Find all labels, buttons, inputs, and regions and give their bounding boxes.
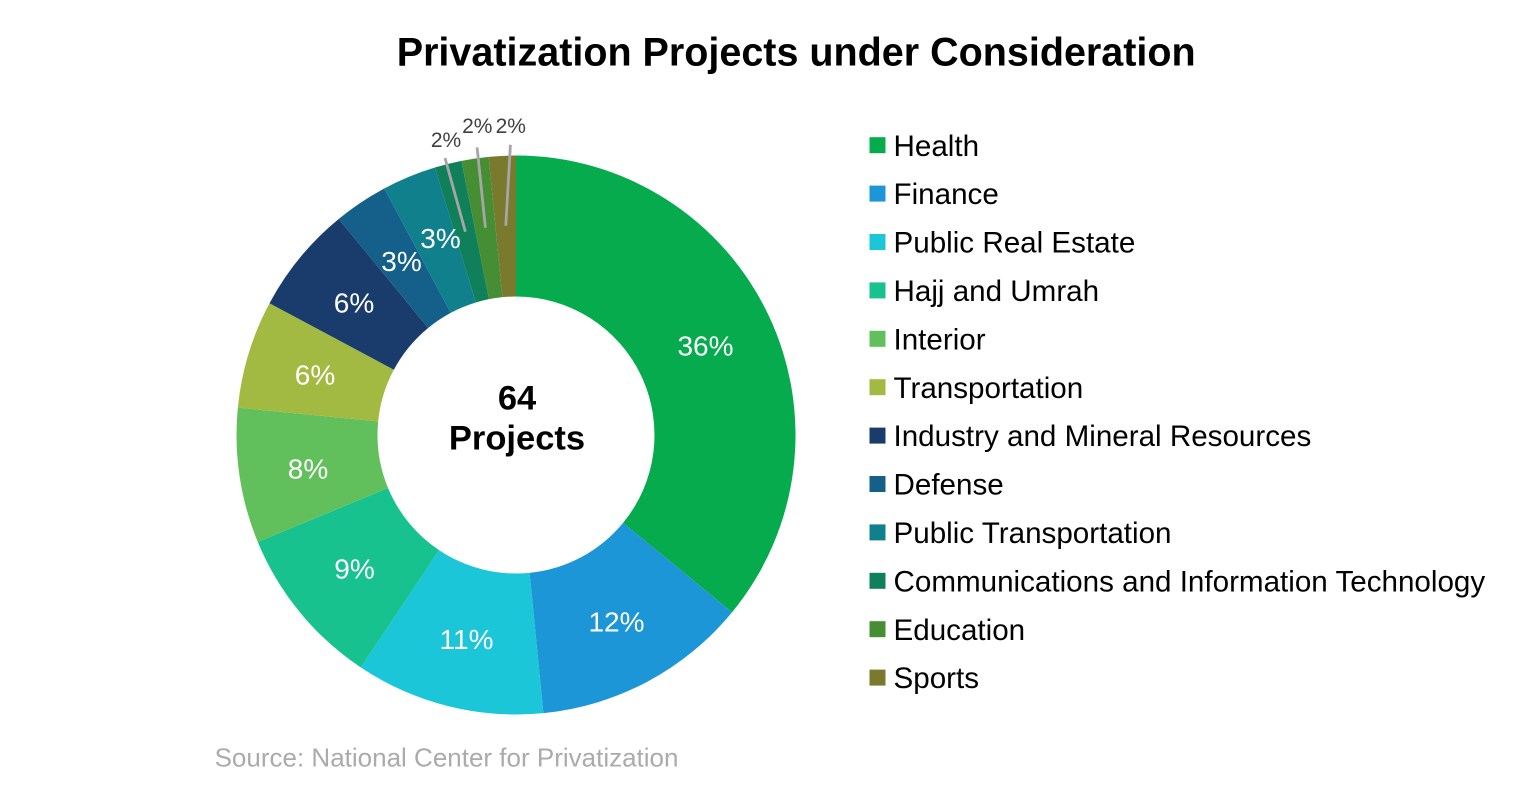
svg-text:Public Real Estate: Public Real Estate (894, 227, 1136, 260)
svg-text:Finance: Finance (894, 178, 999, 211)
svg-text:11%: 11% (440, 624, 494, 655)
svg-text:Defense: Defense (894, 469, 1004, 502)
svg-text:Education: Education (894, 614, 1026, 647)
svg-text:Source: National Center for Pr: Source: National Center for Privatizatio… (215, 743, 679, 773)
svg-text:6%: 6% (295, 360, 335, 391)
svg-text:Public Transportation: Public Transportation (894, 517, 1172, 550)
svg-text:3%: 3% (381, 246, 421, 277)
svg-text:2%: 2% (462, 115, 492, 138)
svg-text:3%: 3% (420, 223, 460, 254)
svg-text:Interior: Interior (894, 323, 986, 356)
svg-text:Transportation: Transportation (894, 372, 1084, 405)
svg-text:64: 64 (498, 379, 536, 417)
svg-text:9%: 9% (334, 554, 374, 585)
svg-text:2%: 2% (431, 129, 461, 152)
svg-text:36%: 36% (677, 331, 733, 362)
svg-text:12%: 12% (588, 607, 644, 638)
svg-text:Privatization Projects under C: Privatization Projects under Considerati… (397, 30, 1196, 74)
svg-text:Communications and Information: Communications and Information Technolog… (894, 565, 1486, 598)
svg-text:6%: 6% (334, 288, 374, 319)
svg-text:Health: Health (894, 130, 980, 163)
svg-text:Hajj and Umrah: Hajj and Umrah (894, 275, 1100, 308)
svg-text:8%: 8% (288, 454, 328, 485)
svg-text:Projects: Projects (449, 419, 585, 457)
svg-text:Sports: Sports (894, 662, 980, 695)
svg-text:2%: 2% (496, 115, 526, 138)
svg-text:Industry and Mineral Resources: Industry and Mineral Resources (894, 420, 1312, 453)
